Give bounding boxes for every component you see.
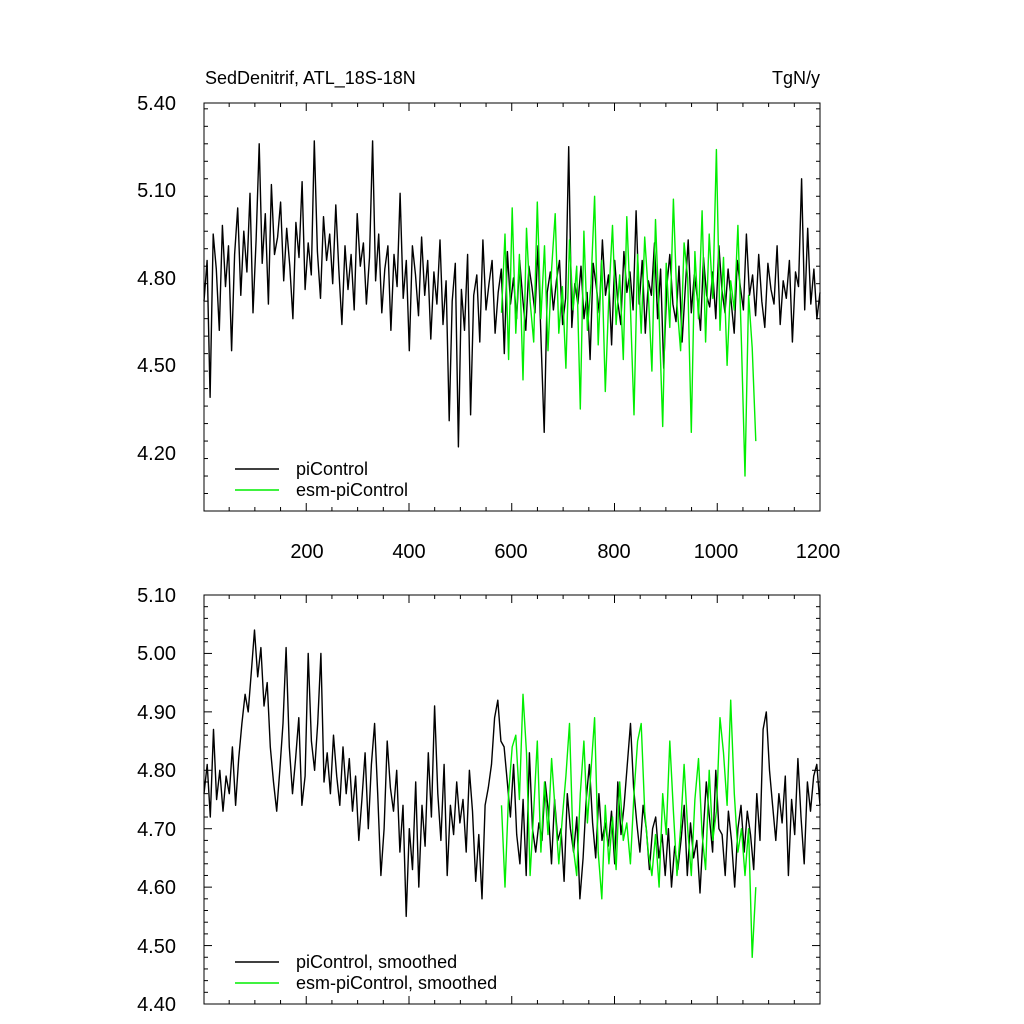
top-x-tick-label: 1000 [694,541,739,563]
top-y-tick-label: 4.80 [137,268,176,290]
bottom-y-tick-label: 4.60 [137,877,176,899]
top-x-tick-label: 800 [597,541,630,563]
series-lines [203,140,821,958]
chart-title: SedDenitrif, ATL_18S-18N [205,68,416,89]
bottom-y-tick-label: 5.10 [137,585,176,607]
bottom-y-tick-label: 4.80 [137,760,176,782]
legend-label: piControl [296,459,368,479]
top-y-tick-label: 5.10 [137,180,176,202]
bottom-y-tick-label: 4.90 [137,702,176,724]
legend-label: esm-piControl [296,480,408,500]
top-x-tick-label: 600 [494,541,527,563]
series-line-esm-picontrol-smoothed [500,693,757,958]
top-x-tick-label: 200 [290,541,323,563]
series-line-picontrol [203,140,821,448]
units-label: TgN/y [772,68,820,88]
top-x-tick-label: 400 [392,541,425,563]
bottom-y-tick-label: 4.70 [137,819,176,841]
top-x-tick-label: 1200 [796,541,841,563]
series-line-esm-picontrol [500,148,757,477]
top-y-tick-label: 5.40 [137,93,176,115]
axis-ticks [204,103,821,1005]
legend-label: piControl, smoothed [296,952,457,972]
bottom-y-tick-label: 4.40 [137,994,176,1016]
bottom-y-tick-label: 4.50 [137,936,176,958]
top-y-tick-label: 4.50 [137,355,176,377]
bottom-y-tick-label: 5.00 [137,643,176,665]
legend-label: esm-piControl, smoothed [296,973,497,993]
top-y-tick-label: 4.20 [137,443,176,465]
